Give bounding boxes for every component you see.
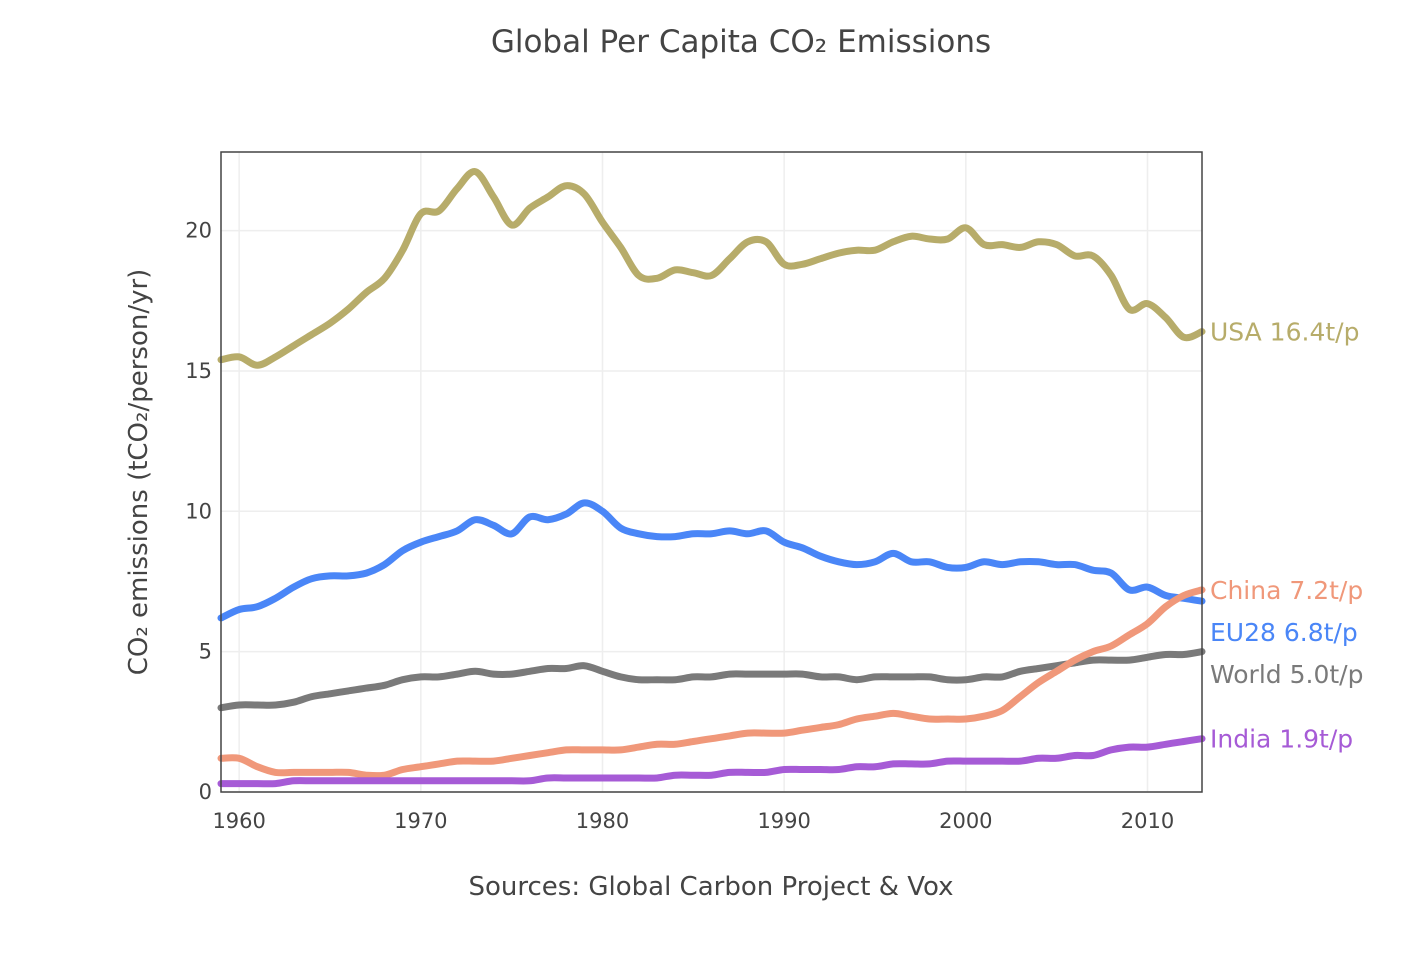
x-tick-label: 1960 [212,809,265,833]
series-line-eu28 [217,499,1206,622]
series-line-china [217,586,1206,780]
y-tick-label: 0 [199,780,212,804]
x-tick-label: 1990 [757,809,810,833]
series-end-labels: USA 16.4t/p China 7.2t/p EU28 6.8t/p World … [1210,318,1363,754]
end-label-eu28: EU28 6.8t/p [1210,618,1358,647]
y-tick-label: 15 [185,359,212,383]
plot-frame [220,151,1203,793]
series-line-world [217,648,1206,712]
end-label-india: India 1.9t/p [1210,725,1353,754]
grid [221,152,1202,793]
x-tick-label: 2010 [1121,809,1174,833]
y-tick-label: 5 [199,640,212,664]
y-tick-label: 10 [185,499,212,523]
end-label-usa: USA 16.4t/p [1210,318,1359,347]
x-tick-label: 1980 [576,809,629,833]
y-tick-label: 20 [185,219,212,243]
x-axis-title: Sources: Global Carbon Project & Vox [468,872,953,902]
tick-labels: 1960 1970 1980 1990 2000 2010 0 5 10 15 20 [185,219,1174,833]
y-axis-title: CO₂ emissions (tCO₂/person/yr) [124,269,154,676]
series-line-usa [217,168,1206,369]
series-line-india [217,735,1206,788]
x-tick-label: 2000 [939,809,992,833]
chart-title: Global Per Capita CO₂ Emissions [491,24,991,60]
end-label-china: China 7.2t/p [1210,576,1363,605]
x-tick-label: 1970 [394,809,447,833]
series-lines [217,168,1206,788]
end-label-world: World 5.0t/p [1210,660,1363,689]
